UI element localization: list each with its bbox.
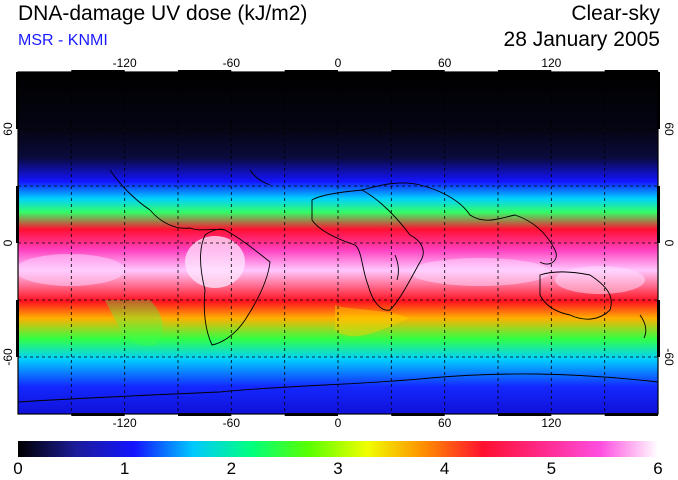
coast-madagascar [394, 254, 399, 281]
longitude-label-bottom: -120 [113, 416, 137, 430]
high-dose-patch-south-america [185, 236, 245, 288]
high-dose-patch-australia [555, 266, 645, 294]
latitude-label-left: -60 [1, 348, 15, 366]
longitude-label-top: 120 [541, 56, 561, 70]
longitude-label-bottom: 0 [335, 416, 342, 430]
colorbar-tick-label: 5 [547, 459, 556, 478]
latitude-label-left: 60 [1, 122, 15, 136]
frame-checker-sides [16, 72, 660, 357]
colorbar-labels: 0 1 2 3 4 5 6 [13, 459, 662, 478]
longitude-label-top: 60 [438, 56, 452, 70]
longitude-label-top: 0 [335, 56, 342, 70]
map-source: MSR - KNMI [18, 32, 108, 49]
sky-condition: Clear-sky [571, 2, 660, 25]
uv-field [18, 72, 658, 414]
latitude-label-right: 60 [662, 122, 676, 136]
colorbar-tick-label: 6 [653, 459, 662, 478]
latitude-labels-right: 60 0 -60 [662, 122, 676, 366]
frame-checker-bottom [71, 413, 658, 416]
latitude-label-right: 0 [662, 240, 676, 247]
coast-new-zealand [639, 314, 647, 339]
coast-south-america [200, 228, 271, 346]
coast-central-america [109, 169, 226, 231]
colorbar-tick-label: 1 [120, 459, 129, 478]
pacific-plume [105, 300, 163, 346]
coast-africa [311, 189, 424, 311]
longitude-label-bottom: -60 [223, 416, 241, 430]
colorbar-tick-label: 3 [333, 459, 342, 478]
latitude-label-right: -60 [662, 348, 676, 366]
colorbar-tick-label: 4 [440, 459, 449, 478]
high-dose-patch-indian-ocean [410, 258, 550, 286]
longitude-labels-top: -120 -60 0 60 120 [113, 56, 562, 70]
coast-antarctica [18, 373, 658, 403]
coastlines [18, 169, 658, 403]
longitude-labels-bottom: -120 -60 0 60 120 [113, 416, 562, 430]
map-date: 28 January 2005 [503, 28, 660, 51]
colorbar-tick-label: 0 [13, 459, 22, 478]
colorbar-tick-label: 2 [227, 459, 236, 478]
longitude-label-top: -120 [113, 56, 137, 70]
latitude-labels-left: 60 0 -60 [1, 122, 15, 366]
graticule [18, 72, 658, 414]
colorbar [18, 441, 658, 457]
frame-checker-top [71, 70, 658, 73]
map-frame [16, 70, 660, 416]
southern-africa-plume [335, 305, 410, 337]
coast-asia [361, 182, 557, 265]
coast-caribbean [249, 169, 271, 186]
longitude-label-bottom: 120 [541, 416, 561, 430]
high-dose-patch-pacific [18, 254, 125, 286]
longitude-label-top: -60 [223, 56, 241, 70]
axis-labels: -120 -60 0 60 120 -120 -60 0 60 120 60 0 -60 60 0 -6… [1, 56, 676, 430]
latitude-label-left: 0 [1, 239, 15, 246]
longitude-label-bottom: 60 [438, 416, 452, 430]
coast-australia [539, 271, 612, 320]
map-title: DNA-damage UV dose (kJ/m2) [18, 2, 308, 25]
